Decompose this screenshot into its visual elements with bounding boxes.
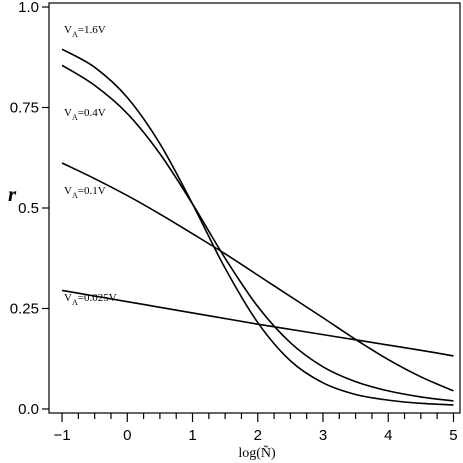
series-line-1 bbox=[61, 64, 454, 402]
x-axis: −1 0 1 2 3 4 5 bbox=[53, 413, 458, 444]
y-tick-label: 1.0 bbox=[18, 0, 39, 16]
x-tick-label: 0 bbox=[123, 427, 131, 444]
series-label-text: VA=1.6V bbox=[64, 24, 106, 39]
y-axis: 0.0 0.25 0.5 0.75 1.0 bbox=[10, 0, 49, 418]
series-line-2 bbox=[61, 162, 454, 392]
x-tick-label: 4 bbox=[384, 427, 392, 444]
series-label-layer: VA=1.6V VA=0.4V VA=0.1V VA=0.025V bbox=[64, 24, 117, 307]
series-label-text: VA=0.1V bbox=[64, 185, 106, 200]
series-label-text: VA=0.025V bbox=[64, 292, 117, 307]
y-axis-label: r bbox=[8, 182, 17, 206]
series-line-0 bbox=[61, 48, 454, 406]
x-tick-label: 2 bbox=[254, 427, 262, 444]
y-tick-label: 0.0 bbox=[18, 401, 39, 418]
y-tick-label: 0.75 bbox=[10, 100, 39, 117]
y-tick-label: 0.25 bbox=[10, 300, 39, 317]
x-tick-label: 1 bbox=[188, 427, 196, 444]
plot-frame bbox=[48, 2, 461, 414]
y-tick-label: 0.5 bbox=[18, 200, 39, 217]
series-label-0: VA=1.6V bbox=[64, 24, 106, 39]
x-tick-label: −1 bbox=[53, 427, 70, 444]
series-label-text: VA=0.4V bbox=[64, 107, 106, 122]
series-label-3: VA=0.025V bbox=[64, 292, 117, 307]
series-label-1: VA=0.4V bbox=[64, 107, 106, 122]
series-layer bbox=[61, 48, 454, 406]
x-tick-label: 5 bbox=[449, 427, 457, 444]
x-tick-label: 3 bbox=[319, 427, 327, 444]
series-line-3 bbox=[61, 289, 454, 357]
series-label-2: VA=0.1V bbox=[64, 185, 106, 200]
x-axis-label: log(Ñ) bbox=[238, 445, 276, 461]
